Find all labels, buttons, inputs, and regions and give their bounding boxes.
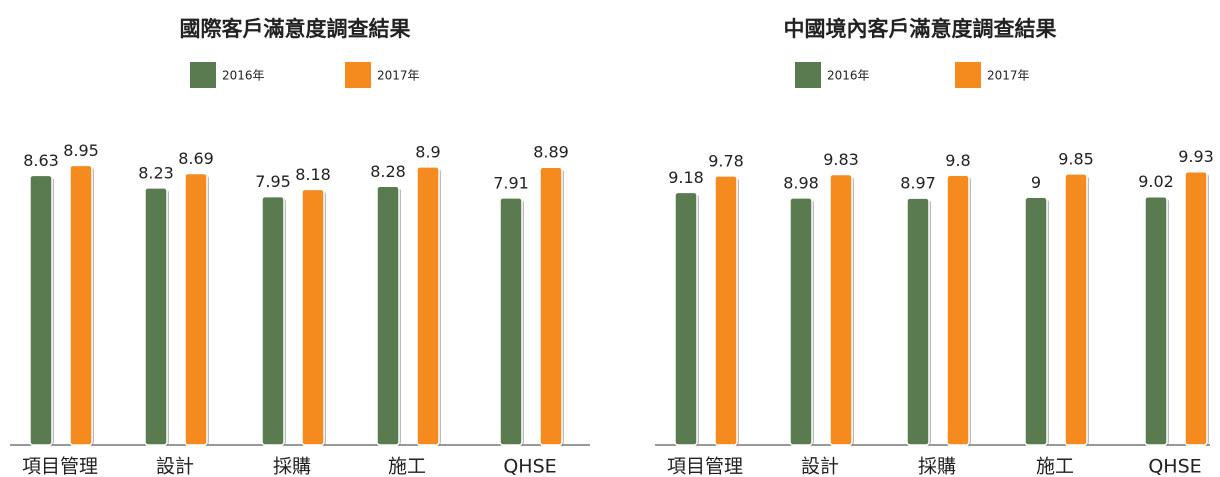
data-label: 9.18 (668, 168, 704, 187)
bar (261, 195, 285, 446)
x-tick-label: 採購 (918, 456, 956, 477)
bar (416, 166, 440, 446)
bar (184, 172, 208, 446)
bar (674, 191, 698, 446)
legend-swatch (345, 62, 371, 88)
data-label: 8.69 (178, 149, 214, 168)
data-label: 9 (1031, 173, 1041, 192)
bar (789, 197, 813, 446)
legend-label: 2017年 (377, 69, 420, 83)
data-label: 8.98 (783, 173, 819, 192)
x-tick-label: 項目管理 (22, 456, 98, 477)
data-label: 8.28 (370, 162, 406, 181)
bar (946, 174, 970, 446)
legend-swatch (955, 62, 981, 88)
legend-swatch (795, 62, 821, 88)
data-label: 8.95 (63, 141, 99, 160)
bar (1144, 195, 1168, 446)
x-tick-label: 項目管理 (667, 456, 743, 477)
data-label: 9.02 (1138, 172, 1174, 191)
bar (714, 175, 738, 446)
x-tick-label: 採購 (273, 456, 311, 477)
data-label: 8.63 (23, 151, 59, 170)
data-label: 7.95 (255, 172, 291, 191)
chart-title: 國際客戶滿意度調查結果 (180, 17, 411, 41)
bar (69, 164, 93, 446)
bar (29, 174, 53, 446)
x-tick-label: 設計 (801, 456, 839, 477)
chart-title: 中國境內客戶滿意度調查結果 (784, 17, 1057, 41)
data-label: 9.8 (945, 151, 970, 170)
data-label: 8.97 (900, 174, 936, 193)
legend-swatch (190, 62, 216, 88)
legend-label: 2016年 (827, 69, 870, 83)
bar (144, 187, 168, 446)
data-label: 8.23 (138, 163, 174, 182)
data-label: 8.18 (295, 165, 331, 184)
legend-label: 2017年 (987, 69, 1030, 83)
bar (539, 166, 563, 446)
data-label: 9.83 (823, 150, 859, 169)
data-label: 8.89 (533, 143, 569, 162)
x-tick-label: 施工 (388, 456, 426, 477)
x-tick-label: QHSE (503, 456, 556, 477)
x-tick-label: QHSE (1148, 456, 1201, 477)
data-label: 9.78 (708, 151, 744, 170)
bar (301, 188, 325, 446)
x-tick-label: 施工 (1036, 456, 1074, 477)
bar (1064, 173, 1088, 446)
legend-label: 2016年 (222, 69, 265, 83)
bar (906, 197, 930, 446)
bar (829, 173, 853, 446)
data-label: 7.91 (493, 173, 529, 192)
x-tick-label: 設計 (156, 456, 194, 477)
bar (499, 197, 523, 446)
data-label: 9.85 (1058, 149, 1094, 168)
data-label: 8.9 (415, 142, 440, 161)
bar (1184, 170, 1208, 446)
bar (1024, 196, 1048, 446)
bar (376, 185, 400, 446)
data-label: 9.93 (1178, 147, 1214, 166)
